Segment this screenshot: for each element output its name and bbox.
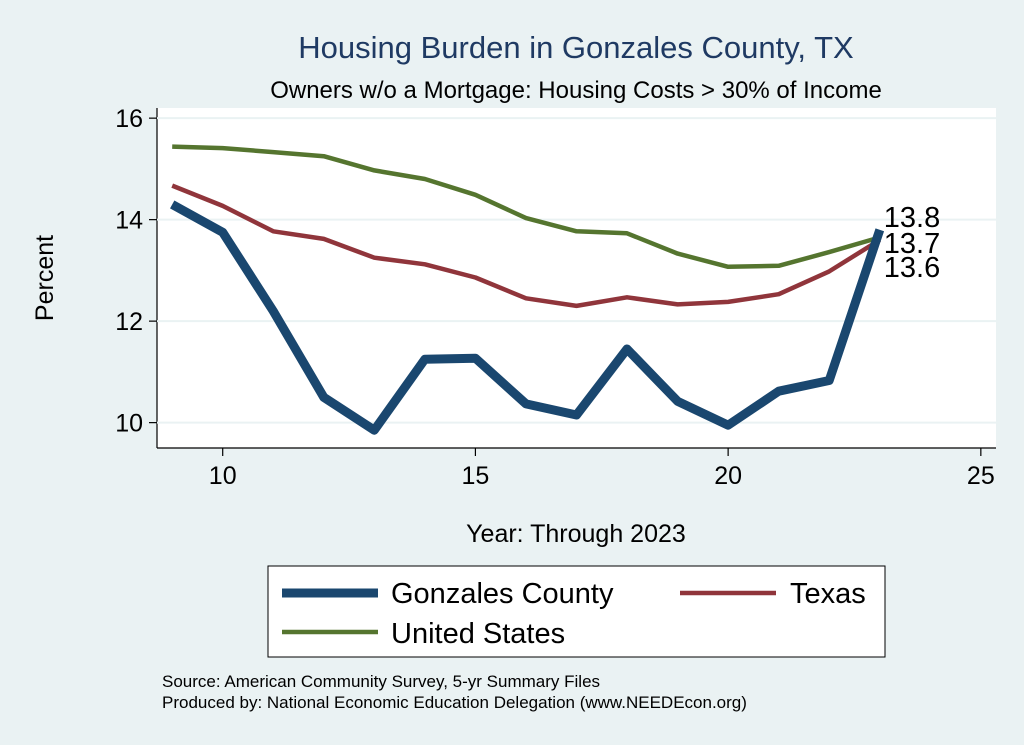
x-tick-label-20: 20 <box>714 462 742 490</box>
legend-label-united-states: United States <box>391 618 565 650</box>
legend-label-gonzales-county: Gonzales County <box>391 578 614 610</box>
end-label-texas: 13.6 <box>884 252 940 284</box>
source-note: Source: American Community Survey, 5-yr … <box>162 672 600 691</box>
legend-box <box>267 565 886 658</box>
series-line-gonzales-county <box>170 200 885 435</box>
series-line-texas <box>171 183 881 309</box>
legend-label-texas: Texas <box>790 578 866 610</box>
end-label-united-states: 13.7 <box>884 228 940 260</box>
x-tick-label-10: 10 <box>209 462 237 490</box>
end-label-gonzales-county: 13.8 <box>884 202 940 234</box>
y-tick-label-10: 10 <box>115 410 143 438</box>
y-tick-label-16: 16 <box>115 105 143 133</box>
x-tick-label-15: 15 <box>462 462 490 490</box>
grid <box>157 117 996 424</box>
x-tick-label-25: 25 <box>967 462 995 490</box>
y-axis-label: Percent <box>31 235 59 321</box>
chart-title: Housing Burden in Gonzales County, TX <box>298 30 854 65</box>
chart-subtitle: Owners w/o a Mortgage: Housing Costs > 3… <box>270 77 882 104</box>
x-axis-label: Year: Through 2023 <box>466 520 686 548</box>
plot-area <box>157 108 996 448</box>
y-tick-label-12: 12 <box>115 308 143 336</box>
series-lines <box>170 144 885 435</box>
legend: Gonzales County Texas United States <box>282 578 866 650</box>
series-line-united-states <box>172 144 881 270</box>
y-tick-label-14: 14 <box>115 207 143 235</box>
producer-note: Produced by: National Economic Education… <box>162 693 747 712</box>
axis-ticks: 10 12 14 16 10 15 20 25 <box>115 105 995 490</box>
end-labels: 13.8 13.613.7 <box>884 202 940 284</box>
